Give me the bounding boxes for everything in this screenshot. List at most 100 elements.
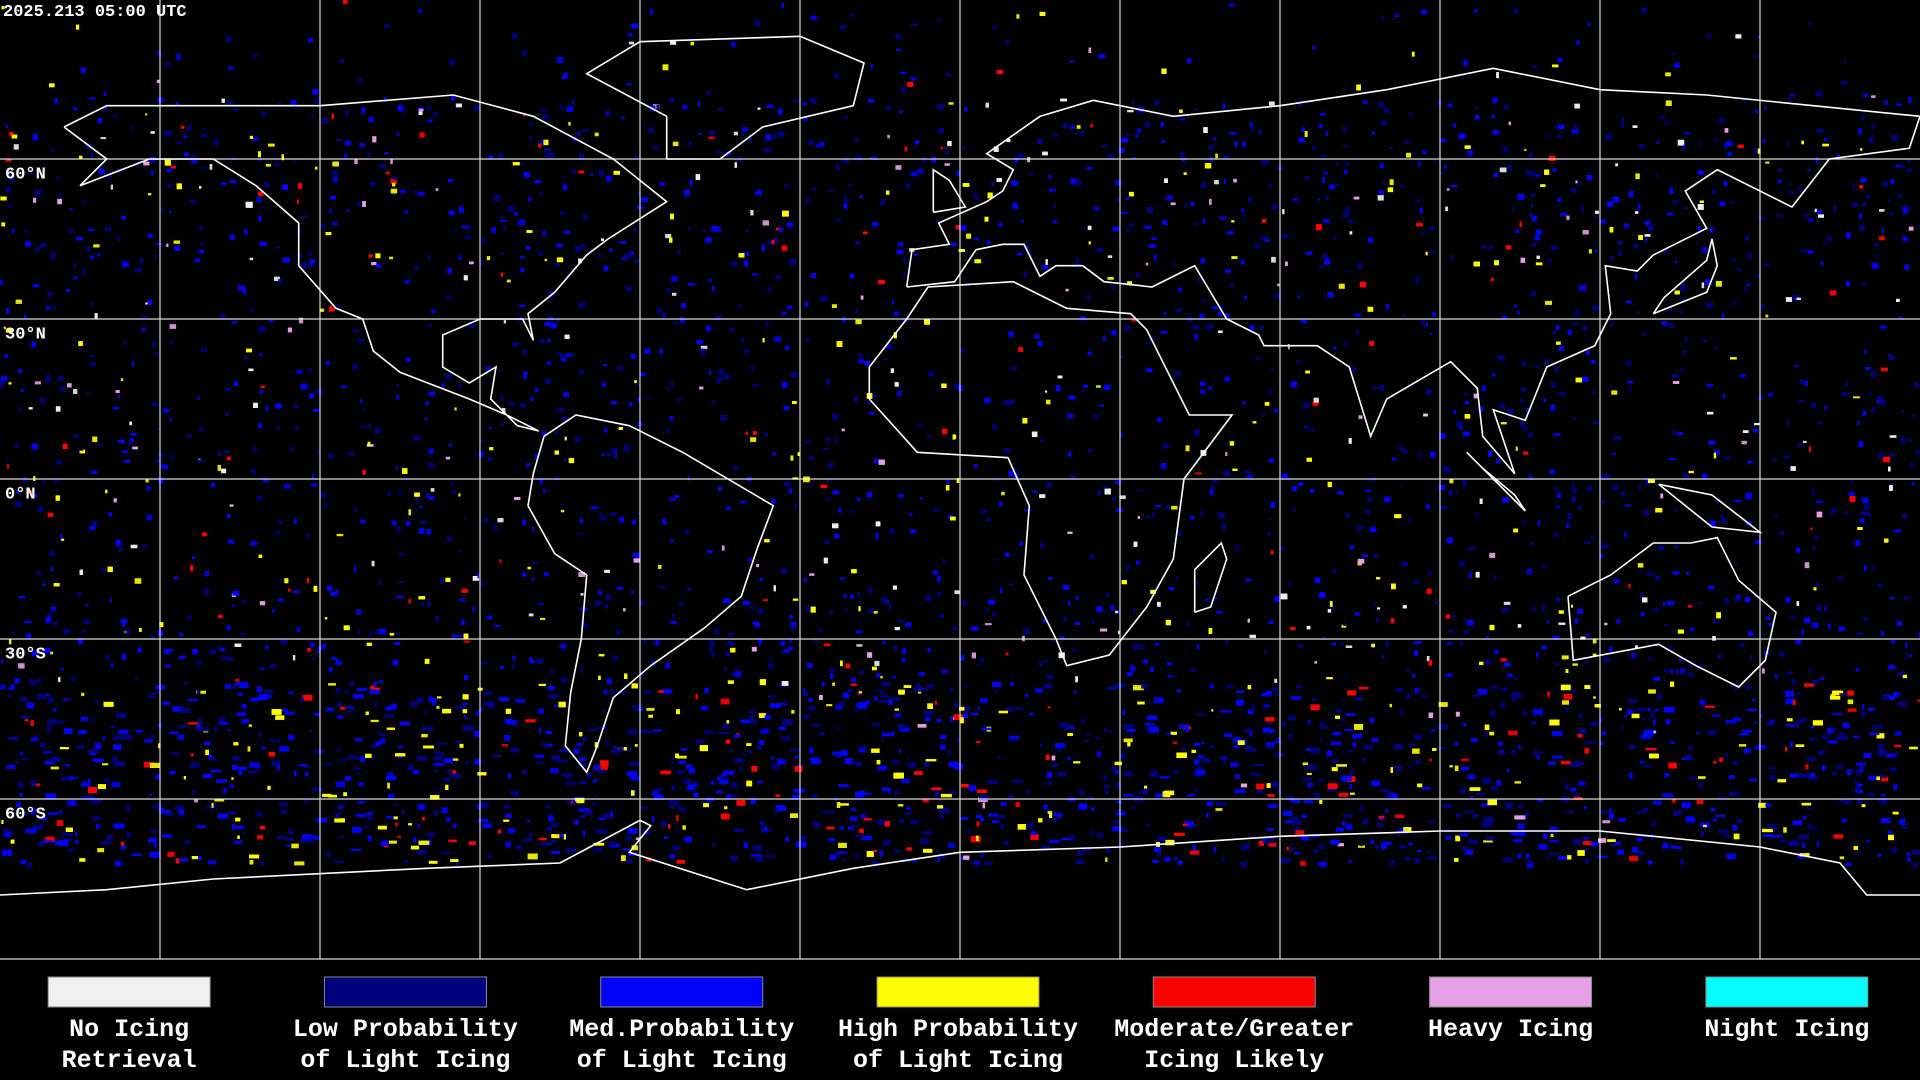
icing-patch xyxy=(1310,429,1314,433)
icing-patch xyxy=(867,587,872,594)
icing-patch xyxy=(79,449,86,454)
icing-patch xyxy=(435,188,439,191)
icing-patch xyxy=(1856,632,1864,635)
icing-patch xyxy=(197,718,202,723)
icing-patch xyxy=(752,273,759,276)
icing-patch xyxy=(931,157,936,163)
icing-patch xyxy=(758,713,766,718)
icing-patch xyxy=(1288,733,1293,739)
icing-patch xyxy=(232,684,236,690)
icing-patch xyxy=(1166,195,1173,201)
icing-patch xyxy=(101,841,112,845)
icing-patch xyxy=(1274,678,1278,683)
icing-patch xyxy=(1536,652,1539,658)
icing-patch xyxy=(1881,800,1887,805)
icing-patch xyxy=(907,762,916,768)
icing-patch xyxy=(450,859,459,862)
icing-patch xyxy=(1220,710,1232,713)
icing-patch xyxy=(1888,834,1894,841)
icing-patch xyxy=(1500,658,1507,662)
icing-patch xyxy=(114,761,125,767)
icing-patch xyxy=(858,606,861,612)
icing-patch xyxy=(1802,440,1807,443)
icing-patch xyxy=(1799,379,1805,384)
icing-patch xyxy=(1904,264,1909,270)
icing-patch xyxy=(1861,804,1866,808)
icing-patch xyxy=(7,464,9,469)
icing-patch xyxy=(1393,793,1398,799)
icing-patch xyxy=(345,689,349,693)
icing-patch xyxy=(1046,772,1052,778)
icing-patch xyxy=(925,595,929,602)
icing-patch xyxy=(1270,550,1274,555)
icing-patch xyxy=(1827,727,1834,734)
icing-patch xyxy=(1881,228,1884,233)
icing-patch xyxy=(1679,310,1684,314)
icing-patch xyxy=(1559,346,1564,351)
icing-patch xyxy=(1087,449,1093,453)
icing-patch xyxy=(158,477,164,484)
icing-patch xyxy=(1894,731,1902,736)
icing-patch xyxy=(904,146,908,152)
icing-patch xyxy=(985,102,989,108)
icing-patch xyxy=(712,843,716,847)
icing-patch xyxy=(1876,399,1879,404)
icing-patch xyxy=(1827,623,1831,629)
icing-patch xyxy=(937,576,941,582)
icing-patch xyxy=(803,117,808,121)
icing-patch xyxy=(877,819,887,825)
icing-patch xyxy=(507,401,515,406)
icing-patch xyxy=(1649,753,1659,759)
icing-patch xyxy=(1107,255,1113,258)
icing-patch xyxy=(196,397,200,400)
icing-patch xyxy=(956,171,960,177)
icing-patch xyxy=(1855,769,1862,776)
icing-patch xyxy=(121,216,126,219)
icing-patch xyxy=(1883,694,1891,698)
icing-patch xyxy=(716,776,722,781)
icing-patch xyxy=(1506,408,1514,415)
icing-patch xyxy=(47,291,52,297)
icing-patch xyxy=(937,18,941,24)
icing-patch xyxy=(1909,463,1914,467)
icing-patch xyxy=(1862,616,1868,621)
icing-patch xyxy=(187,125,192,132)
icing-patch xyxy=(269,694,273,698)
icing-patch xyxy=(1387,110,1390,114)
icing-patch xyxy=(1028,173,1035,176)
icing-patch xyxy=(370,685,375,690)
icing-patch xyxy=(750,437,757,442)
icing-patch xyxy=(1603,474,1610,480)
icing-patch xyxy=(668,799,679,805)
icing-patch xyxy=(1175,575,1179,579)
icing-patch xyxy=(1661,321,1667,326)
icing-patch xyxy=(1428,712,1434,718)
icing-patch xyxy=(1249,324,1255,331)
icing-patch xyxy=(601,453,605,456)
icing-patch xyxy=(335,781,345,788)
icing-patch xyxy=(292,590,300,593)
icing-patch xyxy=(1682,206,1688,209)
icing-patch xyxy=(1617,849,1624,855)
icing-patch xyxy=(1003,840,1010,845)
icing-patch xyxy=(1709,520,1716,527)
icing-patch xyxy=(164,159,171,166)
icing-patch xyxy=(1678,658,1683,662)
icing-patch xyxy=(155,774,161,780)
icing-patch xyxy=(1175,370,1181,377)
icing-patch xyxy=(93,244,100,248)
icing-patch xyxy=(1535,229,1542,235)
icing-patch xyxy=(501,408,506,413)
icing-patch xyxy=(1000,587,1003,593)
icing-patch xyxy=(373,687,380,692)
icing-patch xyxy=(537,602,545,606)
icing-patch xyxy=(994,559,997,562)
icing-patch xyxy=(142,544,147,548)
icing-patch xyxy=(1235,546,1238,552)
icing-patch xyxy=(1274,692,1279,697)
icing-patch xyxy=(1371,131,1376,135)
icing-patch xyxy=(633,227,637,232)
icing-patch xyxy=(250,541,258,546)
icing-patch xyxy=(316,818,328,823)
